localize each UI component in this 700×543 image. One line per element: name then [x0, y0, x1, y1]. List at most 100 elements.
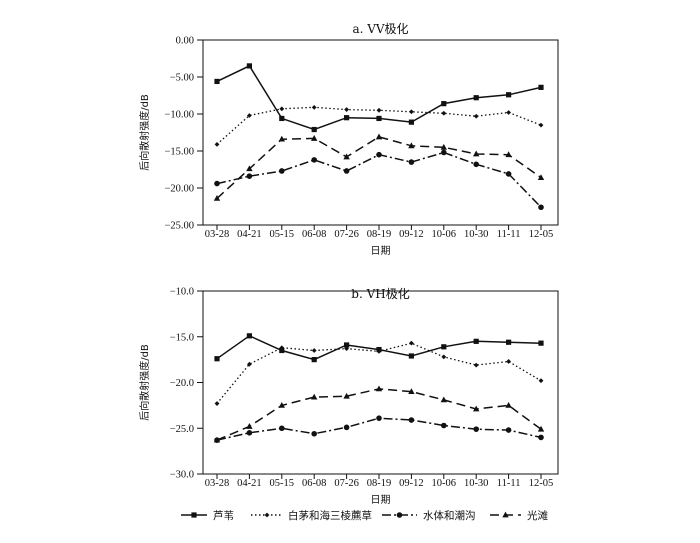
- data-point: [279, 425, 285, 432]
- y-tick-label: −20.0: [170, 378, 194, 389]
- data-point: [375, 133, 383, 140]
- series-2: [214, 149, 544, 211]
- data-point: [311, 126, 317, 133]
- legend-label: 白茅和海三棱藨草: [288, 509, 372, 522]
- legend-label: 光滩: [527, 509, 548, 522]
- data-point: [376, 348, 382, 354]
- series-0: [214, 333, 544, 363]
- y-tick-label: −15.0: [170, 332, 194, 343]
- series-2: [214, 415, 544, 443]
- data-point: [214, 356, 220, 362]
- data-point: [375, 385, 383, 392]
- data-point: [537, 174, 545, 181]
- data-point: [246, 63, 252, 69]
- data-point: [376, 115, 382, 122]
- data-point: [311, 135, 318, 141]
- y-axis-label: 后向散射强度/dB: [138, 94, 151, 171]
- plot-frame: [202, 290, 559, 475]
- data-point: [246, 173, 253, 179]
- data-point: [473, 161, 480, 168]
- x-tick-label: 09-12: [399, 478, 424, 489]
- legend: 芦苇 白茅和海三棱藨草 水体和潮沟 光滩: [181, 509, 548, 522]
- x-tick-label: 07-26: [334, 478, 359, 489]
- series-line: [216, 151, 542, 208]
- legend-item-2: 水体和潮沟: [382, 509, 476, 522]
- legend-item-1: 白茅和海三棱藨草: [251, 509, 372, 522]
- data-point: [441, 101, 447, 107]
- x-tick-label: 11-11: [497, 229, 521, 240]
- data-point: [441, 149, 447, 156]
- data-point: [247, 361, 252, 367]
- data-point: [538, 434, 544, 441]
- y-tick-label: −15.00: [164, 147, 194, 158]
- data-point: [214, 141, 220, 147]
- data-point: [408, 159, 415, 165]
- data-point: [344, 342, 350, 348]
- x-tick-label: 08-19: [367, 478, 392, 489]
- series-3: [213, 385, 545, 443]
- y-tick-label: −10.00: [164, 110, 194, 121]
- series-3: [213, 133, 545, 201]
- x-tick-label: 08-19: [367, 229, 392, 240]
- x-tick-label: 11-11: [497, 478, 521, 489]
- chart-title: b. VH极化: [351, 287, 409, 301]
- y-tick-label: −20.00: [164, 184, 194, 195]
- legend-marker: [396, 512, 403, 518]
- data-point: [311, 393, 318, 400]
- plot-frame: [202, 39, 559, 226]
- data-point: [246, 430, 253, 436]
- data-point: [344, 115, 350, 121]
- data-point: [506, 110, 511, 115]
- data-point: [246, 333, 252, 339]
- data-point: [279, 168, 285, 174]
- y-tick-label: −30.0: [170, 470, 194, 481]
- y-axis-label: 后向散射强度/dB: [138, 344, 151, 421]
- data-point: [279, 106, 285, 112]
- x-tick-label: 10-06: [432, 478, 457, 489]
- chart-title: a. VV极化: [352, 22, 408, 36]
- data-point: [376, 107, 382, 113]
- x-tick-label: 05-15: [270, 478, 295, 489]
- x-tick-label: 05-15: [270, 229, 295, 240]
- data-point: [214, 401, 220, 406]
- legend-marker: [191, 512, 197, 518]
- data-point: [311, 157, 318, 163]
- data-point: [213, 436, 221, 443]
- data-point: [538, 340, 544, 346]
- series-0: [214, 63, 544, 133]
- data-point: [537, 425, 545, 432]
- legend-marker: [264, 512, 270, 518]
- data-point: [311, 430, 318, 437]
- data-point: [343, 168, 350, 174]
- x-tick-label: 12-05: [529, 229, 554, 240]
- data-point: [473, 405, 480, 412]
- data-point: [279, 347, 285, 354]
- data-point: [505, 151, 512, 158]
- x-tick-label: 10-06: [432, 229, 457, 240]
- y-tick-label: −25.0: [170, 424, 194, 435]
- data-point: [473, 95, 479, 101]
- data-point: [538, 122, 544, 128]
- series-1: [214, 340, 544, 406]
- data-point: [279, 345, 285, 351]
- x-tick-label: 06-08: [302, 478, 327, 489]
- legend-label: 芦苇: [213, 509, 234, 522]
- x-axis-label: 日期: [371, 245, 391, 257]
- data-point: [408, 417, 415, 423]
- data-point: [311, 104, 317, 110]
- x-tick-label: 06-08: [302, 229, 327, 240]
- series-1: [214, 104, 544, 147]
- data-point: [311, 348, 317, 353]
- data-point: [278, 135, 285, 142]
- data-point: [506, 92, 512, 98]
- x-tick-label: 04-21: [237, 229, 262, 240]
- x-tick-label: 12-05: [529, 478, 554, 489]
- y-tick-label: −10.0: [170, 287, 194, 298]
- series-line: [216, 106, 542, 145]
- x-tick-label: 10-30: [464, 229, 489, 240]
- y-tick-label: −5.00: [170, 73, 194, 84]
- data-point: [473, 113, 479, 119]
- data-point: [473, 362, 479, 368]
- chart-panel-0: a. VV极化 0.00 −5.00 −10.00 −15.00 −20.00 −25.00…: [138, 22, 559, 257]
